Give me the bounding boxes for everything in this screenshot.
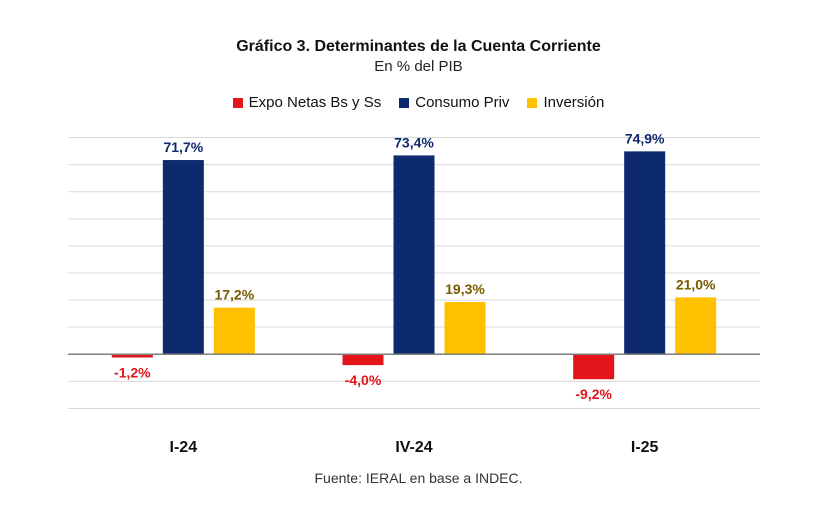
bar-consumo-priv-i-24 [162,160,204,355]
data-label: 74,9% [625,130,665,146]
bar-inversi-n-i-25 [675,297,717,355]
data-label: 71,7% [163,139,203,155]
bar-inversi-n-i-24 [213,307,255,355]
legend: Expo Netas Bs y Ss Consumo Priv Inversió… [0,94,837,111]
x-tick-label: I-24 [170,439,198,456]
bar-inversi-n-iv-24 [444,301,486,355]
chart-subtitle: En % del PIB [374,58,463,75]
x-tick-label: I-25 [631,439,659,456]
legend-label-expo: Expo Netas Bs y Ss [248,94,382,111]
legend-swatch-expo [232,97,243,108]
chart-title: Gráfico 3. Determinantes de la Cuenta Co… [236,38,601,55]
data-label: 19,3% [445,281,485,297]
data-label: -9,2% [575,386,612,402]
legend-label-consumo: Consumo Priv [415,94,510,111]
data-label: -4,0% [345,372,382,388]
data-label: 21,0% [676,276,716,292]
legend-swatch-consumo [399,97,410,108]
legend-item-expo: Expo Netas Bs y Ss [232,94,382,111]
x-tick-label: IV-24 [395,439,432,456]
legend-swatch-inversion [527,97,538,108]
data-label: -1,2% [114,365,151,381]
legend-item-inversion: Inversión [527,94,604,111]
bar-expo-netas-bs-y-ss-iv-24 [342,354,384,366]
data-label: 73,4% [394,134,434,150]
bar-expo-netas-bs-y-ss-i-24 [111,354,153,358]
source-note: Fuente: IERAL en base a INDEC. [314,470,523,486]
bar-consumo-priv-iv-24 [393,155,435,355]
bar-consumo-priv-i-25 [624,151,666,355]
legend-item-consumo: Consumo Priv [399,94,509,111]
legend-label-inversion: Inversión [543,94,605,111]
data-label: 17,2% [214,287,254,303]
bar-expo-netas-bs-y-ss-i-25 [573,354,615,380]
